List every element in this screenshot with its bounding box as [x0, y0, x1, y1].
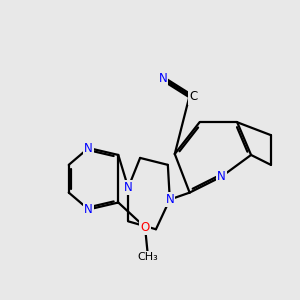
Text: N: N: [165, 193, 174, 206]
Text: C: C: [189, 91, 197, 103]
Text: N: N: [84, 203, 93, 216]
Text: N: N: [158, 72, 167, 85]
Text: N: N: [84, 142, 93, 154]
Text: N: N: [124, 181, 133, 194]
Text: O: O: [140, 221, 150, 234]
Text: N: N: [217, 170, 226, 183]
Text: CH₃: CH₃: [138, 252, 158, 262]
